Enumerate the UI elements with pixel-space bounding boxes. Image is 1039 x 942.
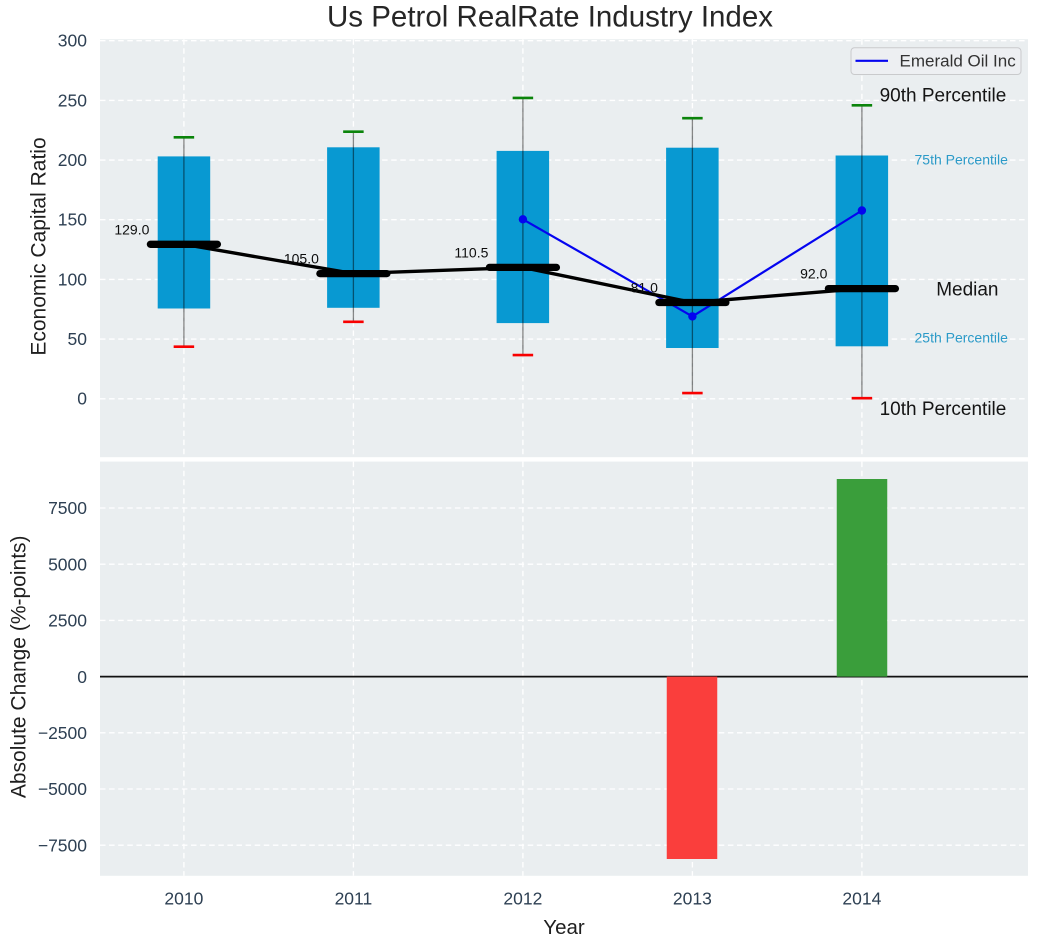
- svg-text:−7500: −7500: [38, 835, 87, 855]
- svg-text:Us Petrol RealRate Industry In: Us Petrol RealRate Industry Index: [327, 1, 773, 34]
- svg-text:5000: 5000: [48, 554, 87, 574]
- svg-text:92.0: 92.0: [800, 266, 827, 282]
- svg-text:2010: 2010: [164, 889, 203, 909]
- svg-text:105.0: 105.0: [284, 251, 319, 267]
- svg-text:250: 250: [58, 90, 87, 110]
- svg-text:200: 200: [58, 150, 87, 170]
- svg-text:2500: 2500: [48, 611, 87, 631]
- svg-text:Absolute Change (%-points): Absolute Change (%-points): [8, 535, 31, 798]
- svg-text:Emerald Oil Inc: Emerald Oil Inc: [900, 52, 1017, 71]
- svg-text:75th Percentile: 75th Percentile: [915, 151, 1009, 167]
- svg-text:0: 0: [77, 389, 87, 409]
- svg-text:2013: 2013: [673, 889, 712, 909]
- svg-text:−5000: −5000: [38, 779, 87, 799]
- svg-text:110.5: 110.5: [454, 245, 488, 261]
- svg-text:Year: Year: [543, 916, 585, 939]
- svg-text:300: 300: [58, 31, 87, 51]
- svg-text:150: 150: [58, 210, 87, 230]
- svg-text:2014: 2014: [842, 889, 881, 909]
- svg-text:2011: 2011: [335, 889, 373, 909]
- svg-text:Median: Median: [936, 279, 998, 300]
- svg-text:81.0: 81.0: [631, 280, 658, 296]
- svg-text:0: 0: [77, 667, 87, 687]
- svg-text:10th Percentile: 10th Percentile: [880, 399, 1007, 420]
- svg-text:129.0: 129.0: [114, 221, 149, 237]
- svg-text:90th Percentile: 90th Percentile: [880, 85, 1007, 106]
- svg-text:25th Percentile: 25th Percentile: [915, 329, 1009, 345]
- svg-text:100: 100: [58, 269, 87, 289]
- svg-text:7500: 7500: [48, 498, 87, 518]
- svg-text:Economic Capital Ratio: Economic Capital Ratio: [28, 137, 51, 355]
- svg-text:2012: 2012: [503, 889, 542, 909]
- svg-text:50: 50: [68, 329, 88, 349]
- svg-text:−2500: −2500: [38, 723, 87, 743]
